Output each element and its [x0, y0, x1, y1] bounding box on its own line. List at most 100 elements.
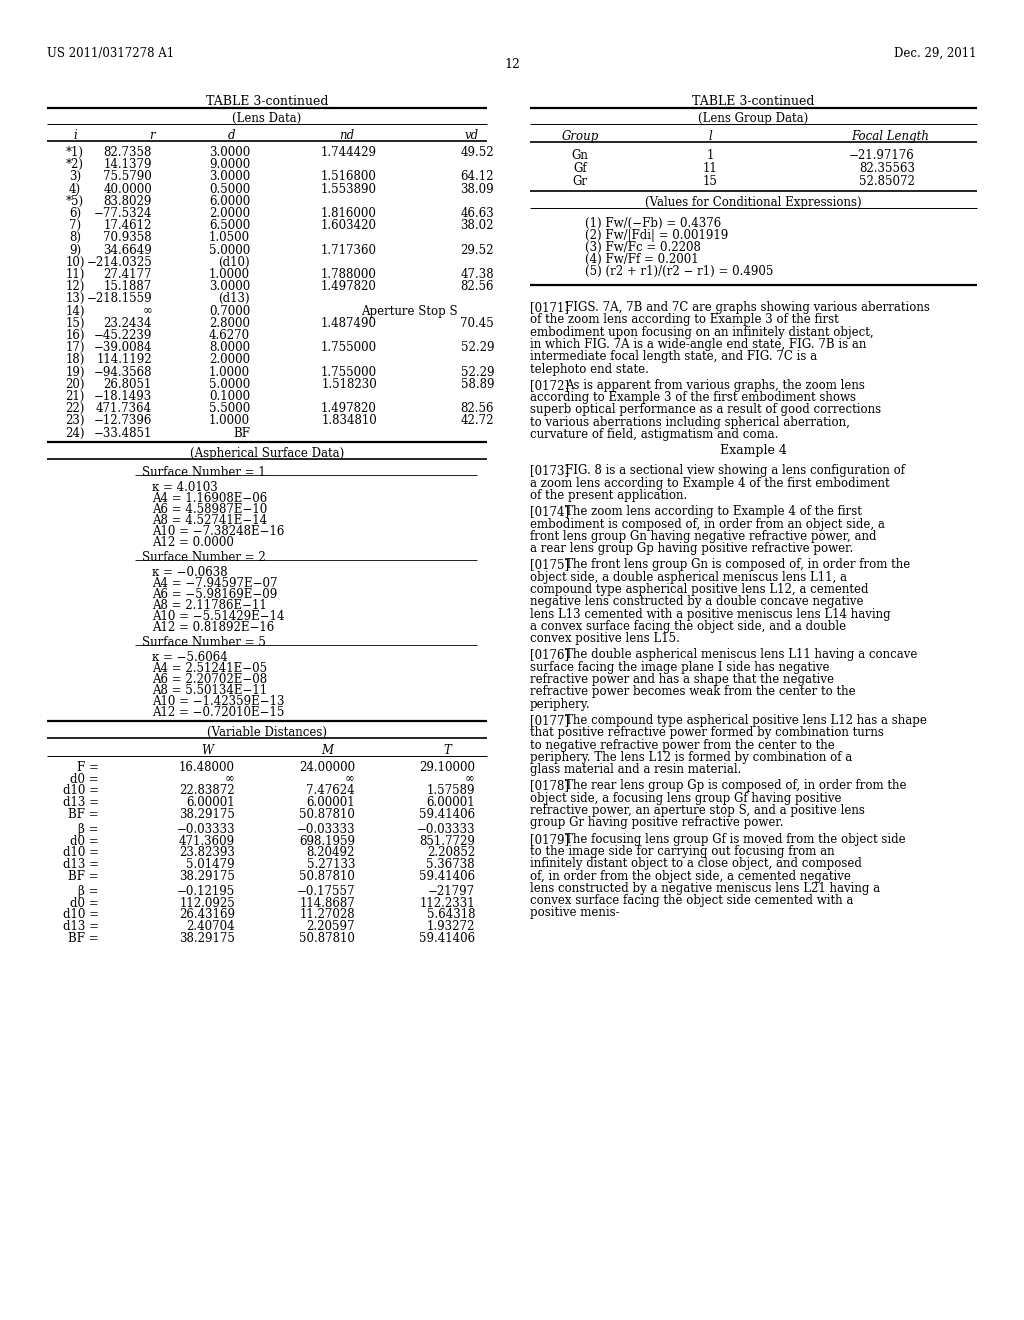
Text: 70.45: 70.45: [460, 317, 494, 330]
Text: 1.93272: 1.93272: [427, 920, 475, 933]
Text: front lens group Gn having negative refractive power, and: front lens group Gn having negative refr…: [530, 529, 877, 543]
Text: κ = −0.0638: κ = −0.0638: [152, 566, 227, 578]
Text: lens constructed by a negative meniscus lens L21 having a: lens constructed by a negative meniscus …: [530, 882, 880, 895]
Text: −0.12195: −0.12195: [177, 884, 234, 898]
Text: 38.29175: 38.29175: [179, 932, 234, 945]
Text: A12 = 0.81892E−16: A12 = 0.81892E−16: [152, 620, 274, 634]
Text: [0176]: [0176]: [530, 648, 569, 661]
Text: (d13): (d13): [218, 293, 250, 305]
Text: to the image side for carrying out focusing from an: to the image side for carrying out focus…: [530, 845, 835, 858]
Text: 2.8000: 2.8000: [209, 317, 250, 330]
Text: (5) (r2 + r1)/(r2 − r1) = 0.4905: (5) (r2 + r1)/(r2 − r1) = 0.4905: [585, 265, 773, 279]
Text: 6.00001: 6.00001: [306, 796, 355, 809]
Text: 82.35563: 82.35563: [859, 162, 915, 176]
Text: 50.87810: 50.87810: [299, 870, 355, 883]
Text: 6.00001: 6.00001: [186, 796, 234, 809]
Text: BF =: BF =: [69, 932, 99, 945]
Text: 52.29: 52.29: [461, 341, 494, 354]
Text: refractive power and has a shape that the negative: refractive power and has a shape that th…: [530, 673, 834, 686]
Text: 112.2331: 112.2331: [420, 896, 475, 909]
Text: *1): *1): [66, 147, 84, 158]
Text: −45.2239: −45.2239: [93, 329, 152, 342]
Text: infinitely distant object to a close object, and composed: infinitely distant object to a close obj…: [530, 857, 862, 870]
Text: β =: β =: [79, 884, 99, 898]
Text: The focusing lens group Gf is moved from the object side: The focusing lens group Gf is moved from…: [565, 833, 905, 846]
Text: 4.6270: 4.6270: [209, 329, 250, 342]
Text: The rear lens group Gp is composed of, in order from the: The rear lens group Gp is composed of, i…: [565, 780, 906, 792]
Text: that positive refractive power formed by combination turns: that positive refractive power formed by…: [530, 726, 884, 739]
Text: 1.516800: 1.516800: [322, 170, 377, 183]
Text: (4) Fw/Ff = 0.2001: (4) Fw/Ff = 0.2001: [585, 253, 698, 267]
Text: 24.00000: 24.00000: [299, 760, 355, 774]
Text: 18): 18): [66, 354, 85, 367]
Text: periphery.: periphery.: [530, 698, 591, 710]
Text: 27.4177: 27.4177: [103, 268, 152, 281]
Text: US 2011/0317278 A1: US 2011/0317278 A1: [47, 48, 174, 59]
Text: 7): 7): [69, 219, 81, 232]
Text: W: W: [201, 743, 213, 756]
Text: i: i: [73, 129, 77, 143]
Text: (3) Fw/Fc = 0.2208: (3) Fw/Fc = 0.2208: [585, 242, 700, 253]
Text: *2): *2): [66, 158, 84, 172]
Text: 4): 4): [69, 182, 81, 195]
Text: 1.717360: 1.717360: [321, 244, 377, 256]
Text: 2.20597: 2.20597: [306, 920, 355, 933]
Text: F =: F =: [77, 760, 99, 774]
Text: 11.27028: 11.27028: [299, 908, 355, 921]
Text: 1.816000: 1.816000: [322, 207, 377, 220]
Text: 3.0000: 3.0000: [209, 280, 250, 293]
Text: of, in order from the object side, a cemented negative: of, in order from the object side, a cem…: [530, 870, 851, 883]
Text: FIGS. 7A, 7B and 7C are graphs showing various aberrations: FIGS. 7A, 7B and 7C are graphs showing v…: [565, 301, 930, 314]
Text: 3.0000: 3.0000: [209, 170, 250, 183]
Text: 15.1887: 15.1887: [103, 280, 152, 293]
Text: [0178]: [0178]: [530, 780, 569, 792]
Text: 1.497820: 1.497820: [322, 280, 377, 293]
Text: Surface Number = 2: Surface Number = 2: [142, 550, 266, 564]
Text: convex surface facing the object side cemented with a: convex surface facing the object side ce…: [530, 894, 853, 907]
Text: 49.52: 49.52: [461, 147, 494, 158]
Text: (Variable Distances): (Variable Distances): [207, 726, 327, 739]
Text: 5.5000: 5.5000: [209, 403, 250, 416]
Text: intermediate focal length state, and FIG. 7C is a: intermediate focal length state, and FIG…: [530, 350, 817, 363]
Text: 64.12: 64.12: [461, 170, 494, 183]
Text: periphery. The lens L12 is formed by combination of a: periphery. The lens L12 is formed by com…: [530, 751, 852, 764]
Text: a zoom lens according to Example 4 of the first embodiment: a zoom lens according to Example 4 of th…: [530, 477, 890, 490]
Text: A12 = −0.72010E−15: A12 = −0.72010E−15: [152, 706, 285, 719]
Text: −12.7396: −12.7396: [93, 414, 152, 428]
Text: ∞: ∞: [225, 772, 234, 785]
Text: −214.0325: −214.0325: [86, 256, 152, 269]
Text: object side, a focusing lens group Gf having positive: object side, a focusing lens group Gf ha…: [530, 792, 842, 805]
Text: A10 = −5.51429E−14: A10 = −5.51429E−14: [152, 610, 285, 623]
Text: 17): 17): [66, 341, 85, 354]
Text: A6 = −5.98169E−09: A6 = −5.98169E−09: [152, 587, 278, 601]
Text: [0177]: [0177]: [530, 714, 569, 727]
Text: (Lens Group Data): (Lens Group Data): [698, 112, 808, 125]
Text: 1.0000: 1.0000: [209, 366, 250, 379]
Text: (1) Fw/(−Fb) = 0.4376: (1) Fw/(−Fb) = 0.4376: [585, 216, 721, 230]
Text: 1.603420: 1.603420: [321, 219, 377, 232]
Text: d13 =: d13 =: [63, 858, 99, 871]
Text: 15): 15): [66, 317, 85, 330]
Text: 50.87810: 50.87810: [299, 932, 355, 945]
Text: −0.03333: −0.03333: [417, 822, 475, 836]
Text: Gr: Gr: [572, 176, 588, 187]
Text: curvature of field, astigmatism and coma.: curvature of field, astigmatism and coma…: [530, 428, 778, 441]
Text: 3): 3): [69, 170, 81, 183]
Text: 16): 16): [66, 329, 85, 342]
Text: ∞: ∞: [345, 772, 355, 785]
Text: 13): 13): [66, 293, 85, 305]
Text: 11: 11: [702, 162, 718, 176]
Text: 52.85072: 52.85072: [859, 176, 915, 187]
Text: 9.0000: 9.0000: [209, 158, 250, 172]
Text: Focal Length: Focal Length: [851, 129, 929, 143]
Text: A6 = 2.20702E−08: A6 = 2.20702E−08: [152, 673, 267, 686]
Text: A8 = 5.50134E−11: A8 = 5.50134E−11: [152, 684, 267, 697]
Text: 38.09: 38.09: [461, 182, 494, 195]
Text: A8 = 2.11786E−11: A8 = 2.11786E−11: [152, 599, 266, 611]
Text: 5.0000: 5.0000: [209, 244, 250, 256]
Text: The double aspherical meniscus lens L11 having a concave: The double aspherical meniscus lens L11 …: [565, 648, 918, 661]
Text: 5.27133: 5.27133: [306, 858, 355, 871]
Text: [0179]: [0179]: [530, 833, 569, 846]
Text: 6.00001: 6.00001: [426, 796, 475, 809]
Text: negative lens constructed by a double concave negative: negative lens constructed by a double co…: [530, 595, 863, 609]
